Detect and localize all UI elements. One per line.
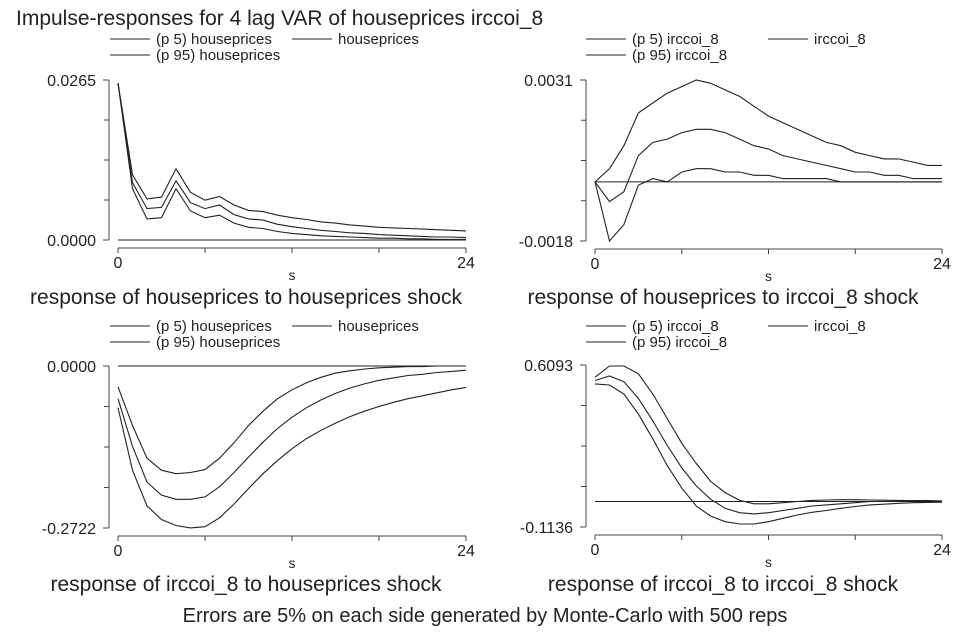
legend: (p 5) irccoi_8 irccoi_8 (p 95) irccoi_8 <box>586 318 866 351</box>
figure-title: Impulse-responses for 4 lag VAR of house… <box>16 7 543 30</box>
figure-footer: Errors are 5% on each side generated by … <box>183 605 788 627</box>
legend-label-2: irccoi_8 <box>814 318 866 335</box>
legend-label-1: (p 5) houseprices <box>156 31 272 48</box>
legend-label-2: irccoi_8 <box>814 31 866 48</box>
y-tick-label-min: -0.2722 <box>42 521 96 538</box>
x-tick-label-start: 0 <box>114 255 123 272</box>
series-line-2 <box>117 369 467 500</box>
series-line-2 <box>594 128 942 203</box>
x-tick-label-start: 0 <box>591 542 600 559</box>
legend: (p 5) houseprices houseprices (p 95) house… <box>110 318 419 351</box>
x-tick-label-start: 0 <box>114 543 123 560</box>
legend-label-1: (p 5) irccoi_8 <box>632 318 719 335</box>
x-tick-label-end: 24 <box>933 256 951 273</box>
y-tick-label-max: 0.6093 <box>524 358 573 375</box>
legend-label-1: (p 5) houseprices <box>156 318 272 335</box>
legend-label-3: (p 95) houseprices <box>156 47 280 64</box>
series-line-1 <box>117 82 466 240</box>
y-tick-label-max: 0.0265 <box>47 73 96 90</box>
chart-panel-1: 0.0265 0.0000 0 24 s (p 5) houseprices housepr… <box>30 31 475 309</box>
legend: (p 5) houseprices houseprices (p 95) house… <box>110 31 419 64</box>
series-line-1 <box>594 383 943 525</box>
series-line-3 <box>117 365 466 475</box>
x-axis-label: s <box>765 268 772 284</box>
x-tick-label-end: 24 <box>457 543 475 560</box>
series-line-1 <box>594 168 942 243</box>
x-axis-label: s <box>289 555 296 571</box>
x-tick-label-end: 24 <box>457 255 475 272</box>
y-tick-label-min: -0.0018 <box>519 234 573 251</box>
x-tick-label-start: 0 <box>591 256 600 273</box>
y-tick-label-min: 0.0000 <box>47 233 96 250</box>
series-line-2 <box>117 82 467 239</box>
series-line-3 <box>117 82 467 232</box>
y-tick-label-max: 0.0000 <box>47 359 96 376</box>
panel-title: response of irccoi_8 to irccoi_8 shock <box>548 573 899 596</box>
x-axis-label: s <box>765 554 772 570</box>
legend: (p 5) irccoi_8 irccoi_8 (p 95) irccoi_8 <box>586 31 866 64</box>
series-line-2 <box>594 375 942 515</box>
legend-label-3: (p 95) irccoi_8 <box>632 334 727 351</box>
series-line-3 <box>594 79 942 183</box>
panel-title: response of irccoi_8 to houseprices shoc… <box>50 573 442 596</box>
series-line-3 <box>594 365 943 505</box>
legend-label-3: (p 95) houseprices <box>156 334 280 351</box>
y-tick-label-min: -0.1136 <box>520 520 573 537</box>
legend-label-3: (p 95) irccoi_8 <box>632 47 727 64</box>
panel-title: response of houseprices to irccoi_8 shoc… <box>527 286 919 309</box>
panel-title: response of houseprices to houseprices s… <box>30 286 462 309</box>
legend-label-2: houseprices <box>338 318 419 335</box>
x-axis-label: s <box>289 267 296 283</box>
chart-panel-3: 0.0000 -0.2722 0 24 s (p 5) houseprices housep… <box>42 318 475 596</box>
legend-label-2: houseprices <box>338 31 419 48</box>
y-tick-label-max: 0.0031 <box>524 73 573 90</box>
x-tick-label-end: 24 <box>933 542 951 559</box>
legend-label-1: (p 5) irccoi_8 <box>632 31 719 48</box>
series-line-1 <box>117 386 467 529</box>
